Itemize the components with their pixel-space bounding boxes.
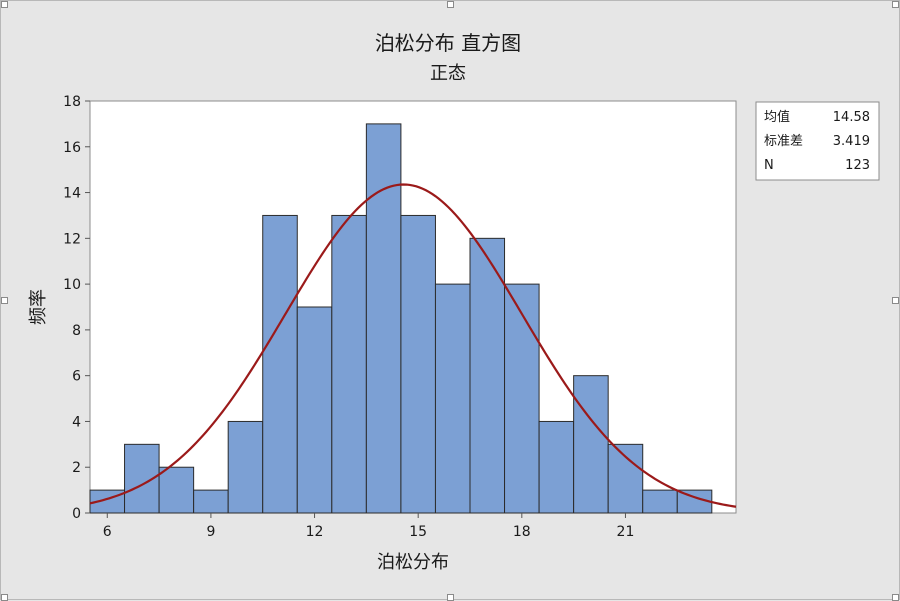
x-tick-label-15: 15 bbox=[409, 524, 427, 540]
histogram-bar-21 bbox=[607, 443, 644, 514]
y-tick-label-0: 0 bbox=[72, 506, 81, 522]
histogram-bar-14 bbox=[365, 123, 402, 514]
y-tick-label-2: 2 bbox=[72, 460, 81, 476]
resize-handle-right[interactable] bbox=[892, 297, 899, 304]
x-tick-label-12: 12 bbox=[306, 524, 324, 540]
y-tick-label-10: 10 bbox=[63, 277, 81, 293]
x-axis-label: 泊松分布 bbox=[377, 552, 449, 573]
resize-handle-left[interactable] bbox=[1, 297, 8, 304]
stats-legend-box bbox=[755, 101, 880, 181]
x-axis: 6 9 12 15 18 21 bbox=[103, 513, 635, 540]
histogram-bar-16 bbox=[434, 283, 471, 514]
histogram-bar-18 bbox=[504, 283, 540, 514]
stat-label-mean: 均值 bbox=[764, 109, 790, 125]
x-tick-label-6: 6 bbox=[103, 524, 112, 540]
histogram-bar-13 bbox=[331, 214, 367, 514]
resize-handle-top[interactable] bbox=[447, 1, 454, 8]
y-tick-label-14: 14 bbox=[63, 186, 81, 202]
normal-fit-curve bbox=[89, 183, 737, 508]
resize-handle-top-right[interactable] bbox=[892, 1, 899, 8]
chart-title: 泊松分布 直方图 bbox=[375, 31, 521, 55]
stat-label-stdev: 标准差 bbox=[764, 134, 803, 149]
stat-value-stdev: 3.419 bbox=[833, 134, 870, 149]
histogram-bar-20 bbox=[573, 375, 609, 514]
histogram-bar-15 bbox=[400, 214, 436, 514]
histogram-bar-8 bbox=[158, 466, 195, 514]
y-axis-label: 频率 bbox=[28, 289, 49, 325]
chart-subtitle: 正态 bbox=[430, 63, 466, 84]
resize-handle-top-left[interactable] bbox=[1, 1, 8, 8]
histogram-bar-11 bbox=[262, 214, 298, 514]
x-tick-label-18: 18 bbox=[513, 524, 531, 540]
y-axis: 0 2 4 6 8 10 12 14 16 18 bbox=[63, 94, 90, 522]
stat-value-mean: 14.58 bbox=[833, 110, 870, 125]
y-tick-label-18: 18 bbox=[63, 94, 81, 110]
y-tick-label-16: 16 bbox=[63, 140, 81, 156]
x-tick-label-21: 21 bbox=[617, 524, 635, 540]
histogram-bars bbox=[89, 123, 713, 514]
stat-label-n: N bbox=[764, 158, 774, 173]
histogram-bar-22 bbox=[642, 489, 678, 514]
histogram-bar-10 bbox=[227, 420, 264, 514]
y-tick-label-6: 6 bbox=[72, 369, 81, 385]
histogram-bar-9 bbox=[193, 489, 229, 514]
stat-value-n: 123 bbox=[845, 158, 870, 173]
histogram-bar-19 bbox=[538, 420, 575, 514]
y-tick-label-8: 8 bbox=[72, 323, 81, 339]
histogram-bar-17 bbox=[469, 237, 506, 514]
histogram-bar-12 bbox=[296, 306, 333, 514]
stats-legend: 均值 14.58 标准差 3.419 N 123 bbox=[755, 101, 880, 181]
y-tick-label-4: 4 bbox=[72, 414, 81, 430]
x-tick-label-9: 9 bbox=[206, 524, 215, 540]
y-tick-label-12: 12 bbox=[63, 231, 81, 247]
